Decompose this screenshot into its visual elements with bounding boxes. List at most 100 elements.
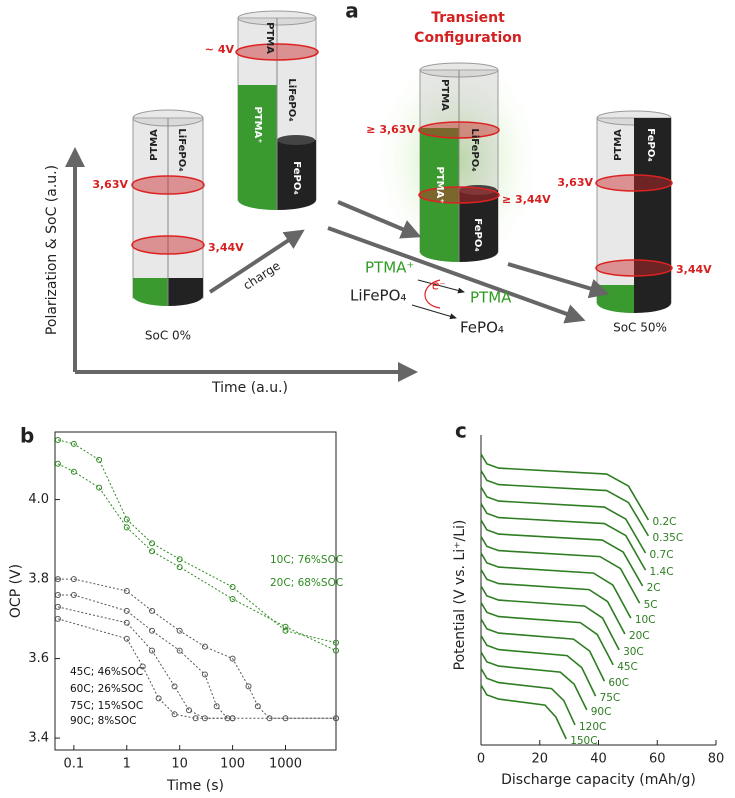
ptma-fill: [133, 278, 168, 306]
data-point: [213, 703, 220, 710]
series-line: [480, 453, 650, 521]
series-label: 120C: [579, 721, 606, 733]
data-point: [123, 619, 130, 626]
potential-disc: [235, 43, 319, 61]
electrode-label: PTMA⁺: [434, 166, 445, 203]
reaction-species: PTMA⁺: [365, 259, 414, 277]
x-tick-label: 10: [171, 757, 188, 772]
potential-disc: [595, 259, 673, 277]
electron-arrow: [424, 279, 441, 309]
data-point: [70, 468, 77, 475]
electrode-label: PTMA: [613, 129, 624, 161]
caption: SoC 0%: [145, 329, 191, 343]
series-line: [480, 519, 644, 587]
electrode-label: PTMA: [264, 22, 275, 54]
series-line: [57, 578, 336, 719]
data-point: [201, 715, 208, 722]
series-label: 45C: [617, 661, 638, 673]
data-point: [186, 707, 193, 714]
process-arrow: [327, 226, 586, 324]
data-point: [176, 647, 183, 654]
transient-label: Transient: [431, 10, 505, 26]
series-line: [480, 536, 641, 604]
data-point: [123, 635, 130, 642]
reaction-arrow: [411, 304, 457, 320]
series-line: [480, 668, 576, 726]
series-label: 0.2C: [652, 516, 676, 528]
series-label: 75C: [600, 692, 621, 704]
series-line: [480, 684, 567, 740]
data-point: [176, 556, 183, 563]
potential-disc: [418, 121, 500, 139]
voltage-label: ≥ 3,44V: [502, 193, 551, 206]
reaction-species: PTMA: [470, 289, 512, 307]
transient-label: Configuration: [414, 30, 522, 46]
series-label: 20C; 68%SOC: [270, 577, 343, 589]
data-point: [245, 683, 252, 690]
data-point: [70, 591, 77, 598]
data-point: [201, 671, 208, 678]
electrode-label: FePO₄: [472, 218, 483, 251]
process-arrow: [208, 229, 305, 294]
data-point: [171, 711, 178, 718]
series-label: 5C: [644, 599, 658, 611]
data-point: [96, 456, 103, 463]
series-label: 30C: [623, 646, 644, 658]
data-point: [333, 647, 339, 654]
data-point: [123, 516, 130, 523]
x-axis-label: Time (s): [166, 778, 224, 794]
series-label: 10C: [635, 614, 656, 626]
process-arrow: [507, 262, 610, 299]
data-point: [229, 715, 236, 722]
data-point: [96, 484, 103, 491]
series-label: 45C; 46%SOC: [70, 666, 143, 678]
series-line: [480, 470, 650, 537]
data-point: [149, 627, 156, 634]
fepo4-fill: [168, 278, 203, 306]
voltage-label: 3,63V: [92, 178, 128, 191]
ptma-fill: [238, 85, 277, 210]
series-label: 0.35C: [652, 532, 683, 544]
caption: SoC 50%: [613, 321, 667, 335]
y-tick-label: 3.8: [28, 572, 49, 587]
ptma-fill: [420, 128, 459, 262]
series-label: 90C: [591, 706, 612, 718]
voltage-label: 3,44V: [676, 263, 712, 276]
electrode-label: PTMA: [149, 129, 160, 161]
series-label: 60C: [608, 677, 629, 689]
x-tick-label: 0.1: [64, 757, 85, 772]
fepo4-fill: [634, 118, 671, 313]
data-point: [149, 607, 156, 614]
data-point: [54, 591, 61, 598]
data-point: [149, 647, 156, 654]
data-point: [123, 588, 130, 594]
arrow-label: charge: [241, 258, 283, 292]
electron-label: e⁻: [432, 279, 446, 293]
process-arrow: [337, 200, 422, 239]
data-point: [54, 436, 61, 443]
data-point: [201, 643, 208, 650]
y-tick-label: 4.0: [28, 492, 49, 507]
series-label: 20C: [629, 630, 650, 642]
electrode-label: FePO₄: [291, 161, 302, 194]
axis-label: Time (a.u.): [211, 380, 288, 396]
series-line: [480, 486, 647, 554]
series-line: [480, 635, 597, 697]
data-point: [229, 655, 236, 662]
series-label: 150C: [570, 735, 597, 747]
data-point: [171, 683, 178, 690]
potential-disc: [131, 175, 205, 195]
data-point: [54, 576, 61, 583]
reaction-species: LiFePO₄: [350, 287, 406, 305]
x-tick-label: 1: [123, 757, 131, 772]
panel-label: b: [20, 424, 34, 448]
potential-disc: [595, 174, 673, 192]
series-label: 90C; 8%SOC: [70, 715, 137, 727]
series-line: [480, 618, 606, 682]
data-point: [70, 440, 77, 447]
potential-disc: [131, 235, 205, 255]
panel-label: c: [455, 419, 467, 443]
data-point: [176, 627, 183, 634]
series-label: 2C: [647, 582, 661, 594]
x-tick-label: 40: [590, 752, 607, 767]
